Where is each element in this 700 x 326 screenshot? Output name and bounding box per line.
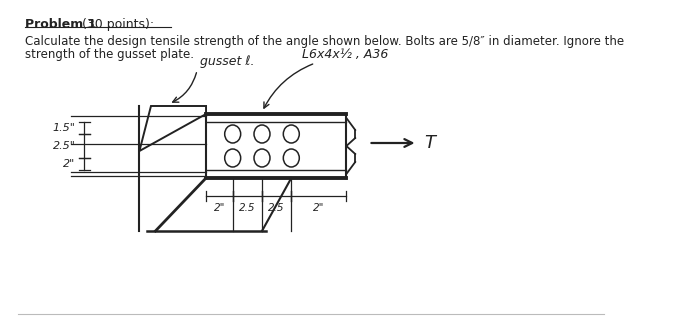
Text: 2.5: 2.5: [268, 203, 285, 213]
Text: 2.5": 2.5": [52, 141, 76, 151]
Text: L6x4x½ , A36: L6x4x½ , A36: [302, 48, 388, 61]
Text: 2": 2": [214, 203, 225, 213]
Text: (30 points):: (30 points):: [78, 18, 154, 31]
Circle shape: [254, 149, 270, 167]
Text: 2.5: 2.5: [239, 203, 255, 213]
Text: T: T: [424, 134, 435, 152]
Text: strength of the gusset plate.: strength of the gusset plate.: [25, 48, 194, 61]
Circle shape: [225, 149, 241, 167]
Circle shape: [225, 125, 241, 143]
Text: Problem 1: Problem 1: [25, 18, 96, 31]
Circle shape: [284, 125, 300, 143]
Circle shape: [254, 125, 270, 143]
Text: Calculate the design tensile strength of the angle shown below. Bolts are 5/8″ i: Calculate the design tensile strength of…: [25, 35, 624, 48]
Circle shape: [284, 149, 300, 167]
Text: gusset ℓ.: gusset ℓ.: [199, 55, 254, 68]
Text: 1.5": 1.5": [52, 123, 76, 133]
Text: 2": 2": [63, 159, 76, 169]
Text: 2": 2": [313, 203, 325, 213]
